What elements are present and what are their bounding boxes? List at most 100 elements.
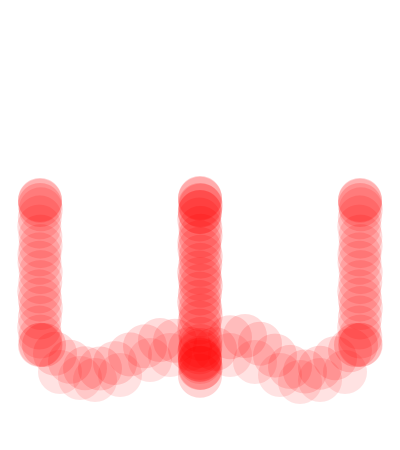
middle-stem-dab (178, 213, 223, 258)
middle-stem-dab (178, 176, 222, 221)
right-stem-dab (337, 195, 382, 240)
middle-stem-dab (177, 197, 222, 242)
stem-top-dab (338, 178, 382, 222)
middle-stem-dab (177, 300, 222, 345)
right-stem-dab (337, 240, 382, 285)
middle-stem-dab (178, 287, 223, 332)
left-bowl-dab (93, 341, 137, 386)
right-stem-dab (337, 277, 382, 322)
junction-dab (178, 346, 222, 390)
junction-dab (178, 328, 222, 372)
middle-stem-dab (178, 242, 223, 287)
left-stem-dab (18, 286, 63, 330)
middle-stem-dab (178, 293, 223, 338)
right-stem-dab (337, 269, 382, 314)
left-bowl-dab (18, 323, 62, 367)
right-stem-dab (338, 187, 383, 232)
stem-top-dab (338, 183, 382, 227)
right-bowl-dab (298, 345, 342, 390)
middle-stem-dab (178, 183, 223, 228)
left-bowl-dab (123, 324, 167, 369)
left-stem-dab (17, 277, 62, 322)
left-stem-dab (17, 269, 62, 314)
right-bowl-dab (233, 340, 277, 384)
left-bowl-dab (73, 358, 117, 402)
left-bowl-dab (33, 331, 77, 376)
left-bowl-dab (38, 350, 82, 394)
right-bowl-dab (328, 328, 372, 373)
right-bowl-dab (268, 344, 312, 389)
left-stem-dab (18, 214, 63, 259)
right-stem-dab (338, 214, 383, 259)
right-bowl-dab (283, 349, 327, 394)
left-stem-dab (18, 224, 63, 269)
right-stem-dab (338, 260, 383, 305)
left-bowl-dab (63, 346, 107, 391)
junction-dab (334, 323, 378, 367)
right-stem-dab (338, 322, 383, 367)
right-bowl-dab (313, 336, 357, 381)
middle-stem-dab (178, 353, 222, 398)
left-bowl-dab (98, 353, 142, 397)
left-bowl-dab (153, 318, 197, 363)
right-bowl-dab (258, 353, 302, 397)
middle-stem-dab (178, 234, 223, 279)
junction-dab (22, 323, 66, 367)
right-bowl-dab (208, 333, 252, 377)
middle-stem-dab (177, 308, 222, 353)
stem-top-dab (178, 183, 222, 227)
left-stem-dab (18, 250, 63, 295)
right-stem-dab (338, 286, 383, 330)
left-bowl-dab (58, 356, 102, 400)
right-bowl-dab (193, 327, 237, 372)
left-stem-dab (18, 314, 63, 359)
right-stem-dab (338, 178, 382, 223)
left-stem-dab (17, 295, 62, 340)
left-stem-dab (18, 322, 63, 367)
middle-stem-dab (178, 263, 223, 308)
left-stem-dab (17, 232, 62, 277)
right-bowl-dab (338, 323, 382, 367)
stem-top-dab (18, 178, 62, 222)
left-bowl-dab (108, 332, 152, 377)
stem-top-dab (178, 176, 222, 220)
right-bowl-dab (223, 314, 267, 358)
middle-stem-dab (178, 205, 223, 250)
middle-stem-dab (177, 271, 222, 316)
left-bowl-dab (148, 333, 192, 377)
left-stem-dab (18, 260, 63, 305)
left-stem-dab (18, 187, 63, 232)
left-stem-dab (18, 178, 62, 223)
middle-stem-dab (177, 257, 222, 301)
middle-stem-dab (178, 316, 223, 361)
right-bowl-dab (208, 315, 252, 360)
left-stem-dab (17, 204, 62, 249)
right-stem-dab (337, 204, 382, 249)
right-stem-dab (338, 250, 383, 295)
right-stem-dab (337, 295, 382, 340)
right-bowl-dab (253, 333, 297, 378)
left-bowl-dab (78, 346, 122, 391)
middle-stem-dab (177, 279, 222, 324)
middle-stem-dab (177, 190, 222, 235)
middle-stem-dab (177, 226, 222, 271)
right-stem-dab (338, 314, 383, 359)
left-bowl-dab (48, 339, 92, 384)
middle-stem-dab (177, 330, 222, 375)
left-stem-dab (17, 240, 62, 285)
middle-stem-dab (177, 250, 222, 295)
right-bowl-dab (238, 321, 282, 366)
left-bowl-dab (128, 338, 172, 382)
left-bowl-dab (138, 318, 182, 362)
right-bowl-dab (178, 340, 222, 384)
left-stem-dab (17, 195, 62, 240)
left-stem-dab (17, 305, 62, 350)
left-bowl-dab (168, 326, 212, 371)
middle-stem-dab (178, 324, 223, 368)
right-stem-dab (337, 232, 382, 277)
right-stem-dab (337, 305, 382, 350)
middle-stem-dab (177, 220, 222, 265)
left-bowl-dab (178, 336, 222, 380)
